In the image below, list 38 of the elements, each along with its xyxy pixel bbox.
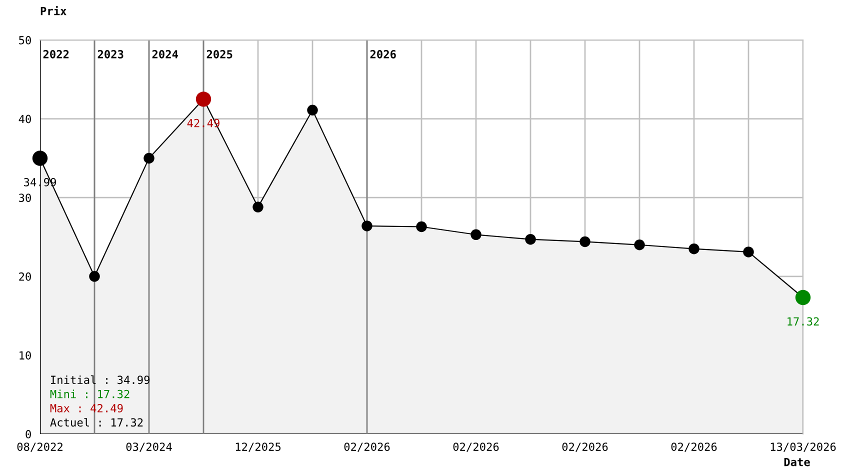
x-tick-label: 02/2026 [562, 442, 608, 452]
annotation: 2026 [370, 50, 396, 58]
annotation: Initial : 34.99 [51, 375, 150, 384]
point [416, 221, 427, 232]
annotation: 2025 [206, 50, 232, 58]
annotation: Max : 42.49 [50, 404, 123, 412]
x-tick-label: 02/2026 [671, 442, 717, 452]
y-tick-label: 0 [26, 430, 31, 438]
x-tick-label: 02/2026 [453, 442, 499, 452]
point [89, 271, 100, 282]
y-tick-label: 20 [19, 272, 31, 281]
annotation: 2022 [43, 50, 69, 58]
y-tick-label: 10 [20, 351, 31, 360]
x-tick-label: 13/03/2026 [770, 442, 836, 452]
y-tick-label: 30 [19, 194, 31, 202]
point [307, 104, 318, 116]
point [252, 202, 264, 212]
annotation: Actuel : 17.32 [50, 418, 143, 427]
annotation: 2024 [152, 50, 178, 58]
point [688, 243, 700, 254]
point [580, 236, 590, 248]
x-tick-label: 08/2022 [17, 442, 62, 452]
x-tick-label: 03/2024 [126, 442, 172, 452]
annotation: Mini : 17.32 [50, 390, 130, 398]
annotation: 2023 [98, 50, 124, 58]
point [470, 229, 482, 240]
point [525, 234, 536, 245]
data-label: 17.32 [788, 317, 819, 326]
point [144, 152, 154, 164]
x-axis-title: Date [784, 458, 810, 466]
point [743, 246, 754, 258]
x-tick-label: 02/2026 [344, 442, 390, 452]
y-tick-label: 50 [19, 36, 31, 44]
point [362, 220, 372, 232]
y-tick-label: 40 [18, 114, 31, 124]
x-tick-label: 12/2025 [236, 442, 281, 452]
point [634, 240, 645, 250]
y-axis-title: Prix [40, 6, 66, 16]
